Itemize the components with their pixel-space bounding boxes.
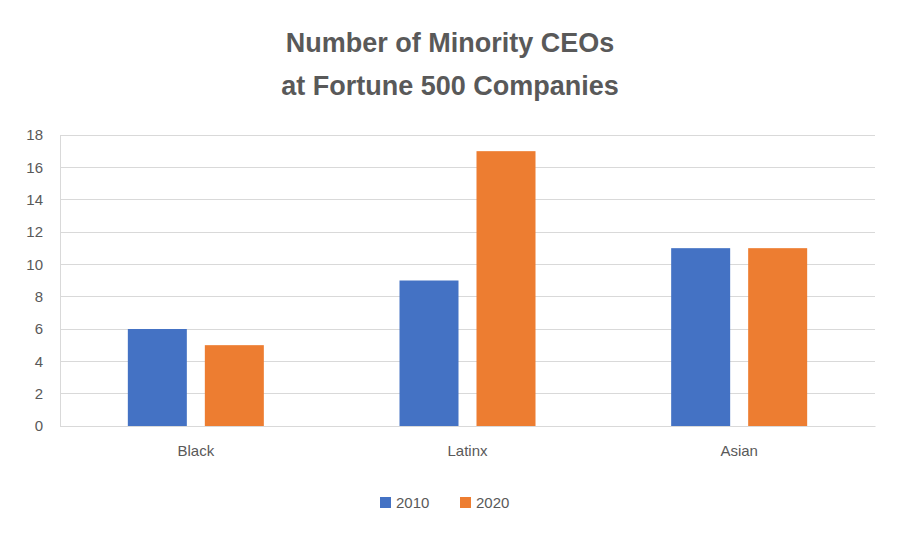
legend-swatch	[380, 497, 391, 508]
x-tick-label: Asian	[720, 442, 758, 459]
chart-title: Number of Minority CEOs	[286, 28, 615, 58]
x-tick: Black	[177, 426, 214, 459]
x-axis: Black Latinx Asian	[61, 426, 876, 459]
grid-line	[60, 232, 875, 233]
grid	[60, 135, 875, 426]
y-tick-label: 2	[35, 385, 43, 402]
bar	[477, 151, 536, 426]
y-tick: 0	[35, 417, 60, 434]
y-tick-label: 0	[35, 417, 43, 434]
y-tick-label: 14	[26, 191, 43, 208]
series	[128, 248, 730, 426]
bar	[128, 329, 187, 426]
bar	[671, 248, 730, 426]
y-tick: 16	[26, 159, 60, 176]
bar	[205, 345, 264, 426]
y-tick: 4	[35, 353, 60, 370]
y-tick: 6	[35, 320, 60, 337]
legend-label: 2010	[396, 494, 429, 511]
y-axis-line	[60, 136, 61, 427]
legend-item: 2010	[380, 494, 429, 511]
x-tick-label: Black	[177, 442, 214, 459]
y-tick: 14	[26, 191, 60, 208]
grid-line	[60, 167, 875, 168]
y-tick-label: 12	[26, 223, 43, 240]
y-tick: 10	[26, 256, 60, 273]
x-tick-label: Latinx	[447, 442, 488, 459]
y-tick-label: 4	[35, 353, 43, 370]
legend-label: 2020	[476, 494, 509, 511]
y-tick-label: 10	[26, 256, 43, 273]
bars	[128, 151, 807, 426]
series	[205, 151, 807, 426]
bar	[400, 281, 459, 427]
y-axis: 0 2 4 6 8 10 12 14 16 18	[26, 126, 60, 434]
grid-line	[60, 199, 875, 200]
y-tick-label: 16	[26, 159, 43, 176]
y-tick-label: 18	[26, 126, 43, 143]
x-axis-line	[61, 426, 876, 427]
x-tick: Latinx	[447, 426, 488, 459]
bar	[748, 248, 807, 426]
chart: Number of Minority CEOs at Fortune 500 Co…	[0, 0, 900, 535]
legend-item: 2020	[460, 494, 509, 511]
y-tick-label: 8	[35, 288, 43, 305]
y-tick: 12	[26, 223, 60, 240]
legend-swatch	[460, 497, 471, 508]
legend: 2010 2020	[380, 494, 509, 511]
y-tick-label: 6	[35, 320, 43, 337]
y-tick: 8	[35, 288, 60, 305]
y-tick: 18	[26, 126, 60, 143]
plot-area: 0 2 4 6 8 10 12 14 16 18 Black Latinx Asian	[26, 126, 875, 458]
chart-title: at Fortune 500 Companies	[281, 71, 619, 101]
y-tick: 2	[35, 385, 60, 402]
grid-line	[60, 135, 875, 136]
x-tick: Asian	[720, 426, 758, 459]
